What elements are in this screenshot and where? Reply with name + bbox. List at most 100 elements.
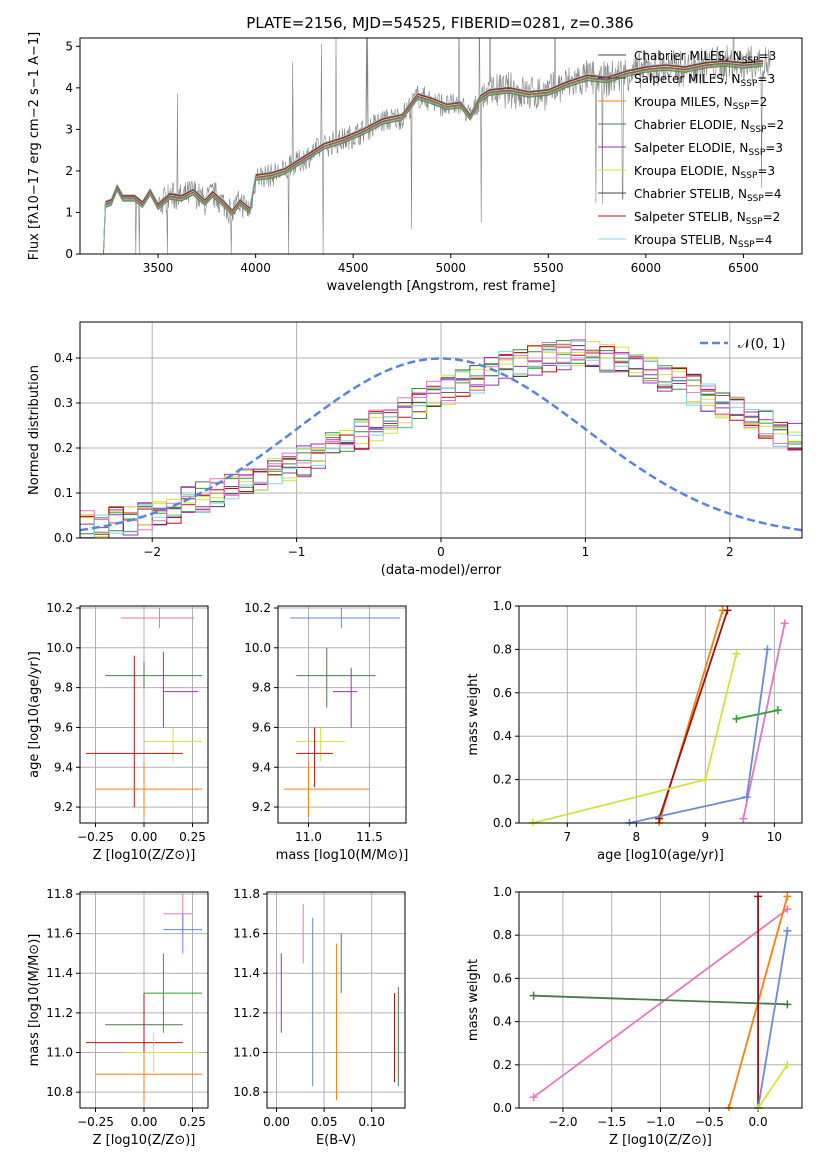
x-tick-label: 4000 bbox=[240, 261, 271, 275]
legend-entry: Kroupa ELODIE, NSSP=3 bbox=[634, 164, 775, 181]
x-tick-label: 0.05 bbox=[311, 1115, 338, 1129]
spectrum-data-line bbox=[105, 38, 771, 254]
x-tick-label: 0.00 bbox=[131, 1115, 158, 1129]
plus-marker bbox=[783, 1060, 792, 1069]
weight-line bbox=[533, 908, 788, 1098]
y-axis-label: age [log10(age/yr)] bbox=[27, 651, 42, 778]
legend-sub: SSP bbox=[747, 194, 764, 204]
legend-entry: Chabrier STELIB, NSSP=4 bbox=[634, 187, 782, 204]
legend-entry: Chabrier ELODIE, NSSP=2 bbox=[634, 118, 784, 135]
x-tick-label: 1 bbox=[582, 545, 590, 559]
y-tick-label: 11.4 bbox=[46, 966, 73, 980]
y-tick-label: 11.0 bbox=[46, 1046, 73, 1060]
legend-val: =4 bbox=[755, 233, 773, 247]
x-tick-label: 7 bbox=[563, 830, 571, 844]
axes-frame bbox=[79, 605, 209, 824]
y-axis-label: mass weight bbox=[466, 959, 481, 1041]
legend-entry: 𝒩(0, 1) bbox=[738, 337, 785, 352]
panel-age_vs_Z: −0.25 0.00 0.25 9.2 9.4 9.6 9.8 10.0 10.2 Z [log1… bbox=[27, 601, 209, 863]
panel-mass_weight_vs_Z: −2.0 −1.5 −1.0 −0.5 0.0 0.0 0.2 0.4 0.6 0.8 1.0 Z [… bbox=[466, 885, 803, 1148]
x-tick-label: −0.25 bbox=[77, 1115, 114, 1129]
y-tick-label: 0.0 bbox=[493, 1101, 512, 1115]
y-tick-label: 0.2 bbox=[54, 441, 73, 455]
x-tick-label: 5500 bbox=[533, 261, 564, 275]
plus-marker bbox=[739, 814, 748, 823]
legend-sub: SSP bbox=[750, 125, 767, 135]
axes-frame bbox=[277, 605, 407, 824]
plus-marker bbox=[783, 1000, 792, 1009]
legend-entry: Kroupa STELIB, NSSP=4 bbox=[634, 233, 772, 250]
y-tick-label: 9.2 bbox=[252, 800, 271, 814]
x-axis-label: (data-model)/error bbox=[381, 563, 502, 578]
x-tick-label: 4500 bbox=[338, 261, 369, 275]
y-tick-label: 0.4 bbox=[493, 1015, 512, 1029]
x-tick-label: 11.0 bbox=[295, 830, 322, 844]
x-axis-label: Z [log10(Z/Z⊙)] bbox=[93, 848, 196, 863]
y-tick-label: 10.0 bbox=[244, 641, 271, 655]
legend-val: =2 bbox=[763, 210, 781, 224]
errorbar-plot bbox=[85, 607, 203, 818]
x-tick-label: 8 bbox=[633, 830, 641, 844]
y-tick-label: 2 bbox=[65, 164, 73, 178]
y-tick-label: 9.4 bbox=[54, 760, 73, 774]
y-tick-label: 1 bbox=[65, 205, 73, 219]
legend-val: =4 bbox=[764, 187, 782, 201]
errorbar-plot bbox=[85, 893, 203, 1103]
y-tick-label: 9.4 bbox=[252, 760, 271, 774]
errorbar-plot bbox=[280, 903, 399, 1101]
y-tick-label: 11.8 bbox=[233, 887, 260, 901]
y-tick-label: 1.0 bbox=[493, 885, 512, 899]
y-tick-label: 10.8 bbox=[233, 1085, 260, 1099]
legend-val: =3 bbox=[759, 49, 777, 63]
x-tick-label: 2 bbox=[726, 545, 734, 559]
x-tick-label: 9 bbox=[702, 830, 710, 844]
weight-line bbox=[757, 1064, 789, 1109]
weight-plot bbox=[528, 606, 789, 826]
y-tick-label: 9.6 bbox=[252, 720, 271, 734]
plus-marker bbox=[529, 1093, 538, 1102]
x-tick-label: −1.0 bbox=[646, 1115, 675, 1129]
plus-marker bbox=[732, 649, 741, 658]
y-tick-label: 0.8 bbox=[493, 642, 512, 656]
legend-val: =2 bbox=[766, 118, 784, 132]
y-tick-label: 0.4 bbox=[54, 351, 73, 365]
plus-marker bbox=[723, 606, 732, 615]
y-tick-label: 11.4 bbox=[233, 966, 260, 980]
legend-entry: Salpeter ELODIE, NSSP=3 bbox=[634, 141, 783, 158]
x-tick-label: 5000 bbox=[435, 261, 466, 275]
weight-line bbox=[736, 709, 778, 720]
panel-mass_vs_Z: −0.25 0.00 0.25 10.8 11.0 11.2 11.4 11.6 11.8 Z [… bbox=[27, 887, 209, 1148]
y-tick-label: 3 bbox=[65, 122, 73, 136]
plus-marker bbox=[773, 706, 782, 715]
model-line bbox=[103, 65, 764, 254]
x-tick-label: 0.0 bbox=[749, 1115, 768, 1129]
x-tick-label: −2 bbox=[143, 545, 161, 559]
y-axis-label: mass weight bbox=[466, 673, 481, 755]
y-tick-label: 0.6 bbox=[493, 686, 512, 700]
y-axis-label: Normed distribution bbox=[27, 365, 42, 495]
y-tick-label: 1.0 bbox=[493, 599, 512, 613]
panel-mass_vs_EBV: 0.00 0.05 0.10 10.8 11.0 11.2 11.4 11.6 11.8 E(B-… bbox=[233, 887, 406, 1148]
x-axis-label: Z [log10(Z/Z⊙)] bbox=[609, 1133, 712, 1148]
panel-mass_weight_vs_age: 7 8 9 10 0.0 0.2 0.4 0.6 0.8 1.0 age [log10(age/yr… bbox=[466, 599, 803, 863]
legend-sub: SSP bbox=[741, 171, 758, 181]
residuals-legend: 𝒩(0, 1) bbox=[700, 337, 785, 352]
axes-frame bbox=[266, 891, 406, 1109]
panels: 3500 4000 4500 5000 5500 6000 6500 0 1 2 3 4 5 wavele… bbox=[27, 32, 803, 1148]
x-tick-label: 3500 bbox=[143, 261, 174, 275]
x-tick-label: 0.00 bbox=[263, 1115, 290, 1129]
legend-val: =2 bbox=[750, 95, 768, 109]
plus-marker bbox=[732, 714, 741, 723]
y-tick-label: 11.2 bbox=[46, 1006, 73, 1020]
y-tick-label: 11.6 bbox=[233, 927, 260, 941]
y-tick-label: 9.8 bbox=[54, 681, 73, 695]
y-axis-label: Flux [fλ10−17 erg cm−2 s−1 A−1] bbox=[27, 32, 42, 260]
model-line bbox=[103, 60, 764, 253]
x-tick-label: 0.10 bbox=[358, 1115, 385, 1129]
axes-frame bbox=[79, 37, 803, 255]
errorbar-plot bbox=[284, 607, 400, 818]
legend-val: =3 bbox=[757, 72, 775, 86]
x-tick-label: −0.25 bbox=[77, 830, 114, 844]
spectrum-legend: Chabrier MILES, NSSP=3 Salpeter MILES, NS… bbox=[598, 49, 784, 250]
y-tick-label: 10.0 bbox=[46, 641, 73, 655]
